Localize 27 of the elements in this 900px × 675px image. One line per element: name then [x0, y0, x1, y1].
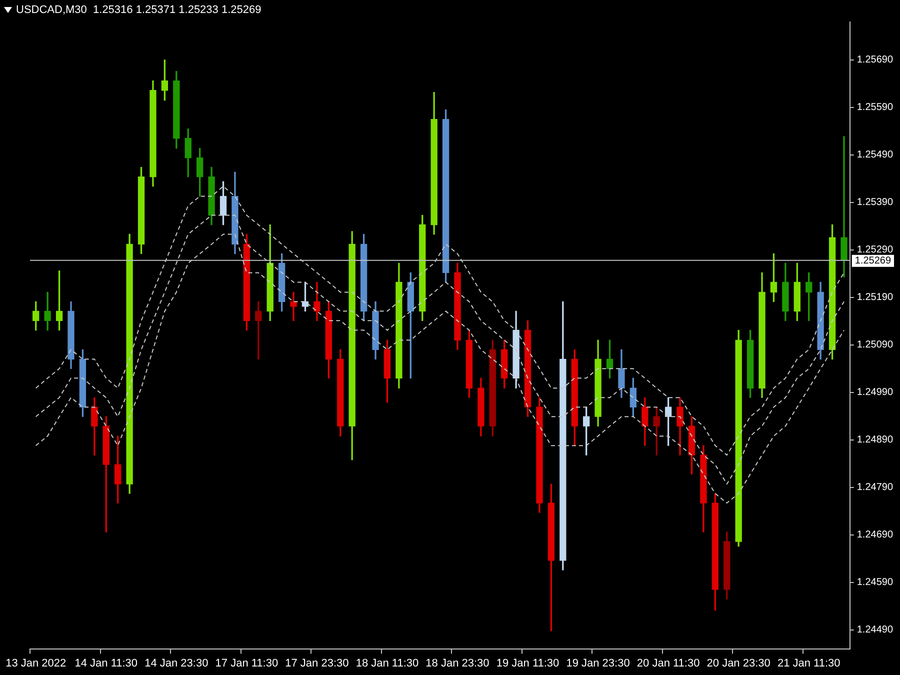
chart-title: USDCAD,M30 1.25316 1.25371 1.25233 1.25269 [16, 4, 262, 16]
x-tick-label: 17 Jan 23:30 [285, 657, 349, 670]
ref-line-label: 1.25269 [854, 256, 892, 267]
y-tick-label: 1.25190 [856, 292, 894, 304]
y-tick-label: 1.24790 [856, 482, 894, 494]
x-tick-label: 14 Jan 11:30 [74, 657, 138, 670]
y-tick-label: 1.25690 [856, 54, 894, 66]
y-tick-label: 1.24990 [856, 387, 894, 398]
x-tick-label: 13 Jan 2022 [6, 657, 66, 670]
y-tick-label: 1.24890 [856, 434, 894, 446]
y-tick-label: 1.24690 [856, 530, 894, 541]
y-tick-label: 1.24490 [856, 624, 894, 636]
y-tick-label: 1.25490 [856, 150, 894, 161]
x-tick-label: 19 Jan 11:30 [496, 657, 560, 670]
x-tick-label: 17 Jan 11:30 [215, 657, 278, 670]
x-tick-label: 14 Jan 23:30 [144, 657, 208, 670]
x-tick-label: 18 Jan 11:30 [356, 657, 419, 670]
x-tick-label: 19 Jan 23:30 [566, 657, 630, 670]
x-tick-label: 18 Jan 23:30 [426, 657, 490, 670]
x-tick-label: 21 Jan 11:30 [777, 657, 840, 670]
y-tick-label: 1.25390 [856, 197, 894, 208]
x-tick-label: 20 Jan 23:30 [706, 657, 770, 670]
y-tick-label: 1.25090 [856, 340, 894, 351]
y-tick-label: 1.24590 [856, 577, 894, 588]
y-tick-label: 1.25590 [856, 102, 894, 114]
y-tick-label: 1.25290 [856, 244, 894, 256]
x-tick-label: 20 Jan 11:30 [636, 657, 700, 670]
